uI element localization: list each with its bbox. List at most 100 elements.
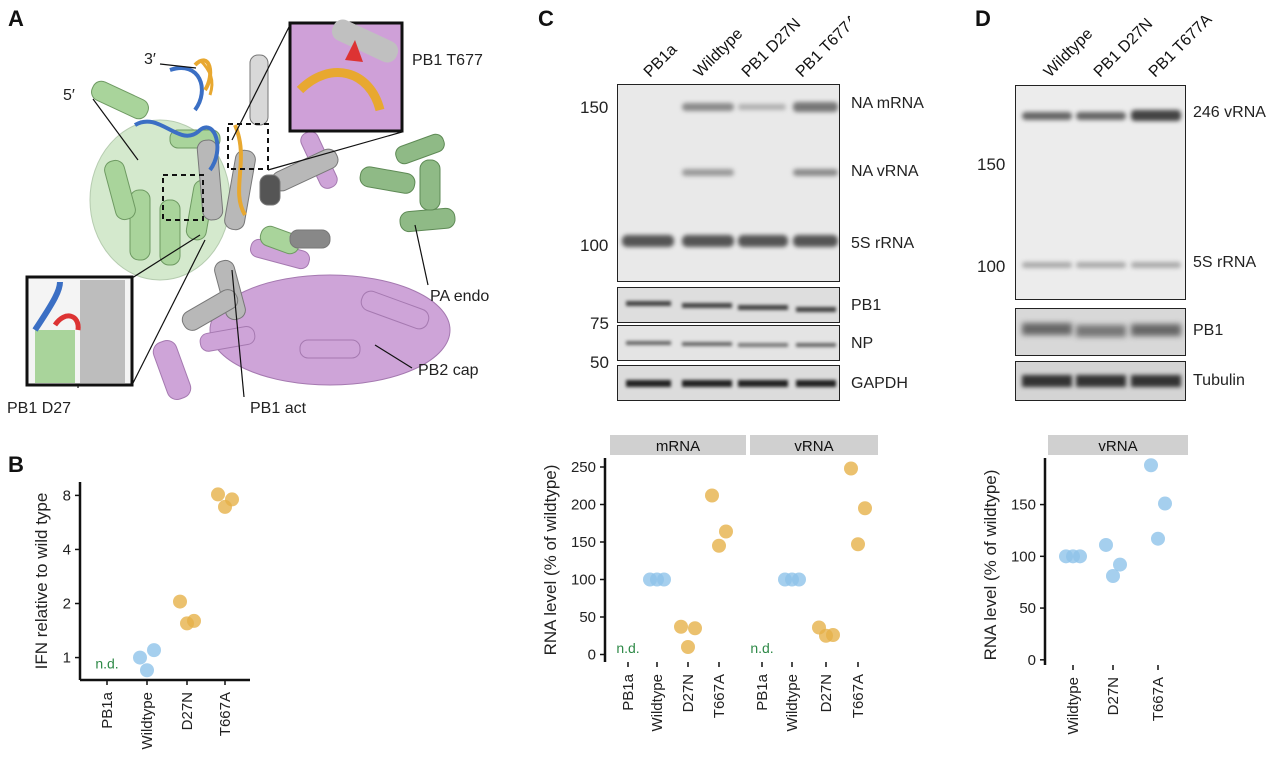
facet-label: vRNA [1098, 438, 1137, 455]
band-np-c: NP [851, 335, 874, 352]
rna-level-chart-c: 0 50 100 150 200 250 RNA level (% of wildtype)… [541, 435, 878, 732]
facet-strip [610, 435, 746, 455]
data-point [211, 487, 225, 502]
data-point [1066, 549, 1080, 564]
y-tick-label: 100 [1011, 548, 1036, 565]
lane-label: PB1 T677A [1146, 11, 1216, 81]
wb-np-c [617, 325, 840, 361]
structure-illustration [25, 19, 456, 400]
wb-tubulin-d [1015, 361, 1186, 401]
band-na-mrna: NA mRNA [851, 95, 924, 112]
x-tick-label: D27N [179, 692, 196, 730]
nd-label: n.d. [95, 655, 118, 671]
northern-blot-c [617, 84, 840, 282]
x-tick-label: PB1a [754, 673, 771, 710]
wb-pb1-c [617, 287, 840, 323]
marker-50-c: 50 [590, 353, 609, 372]
data-point [851, 537, 865, 552]
x-tick-label: D27N [680, 674, 697, 712]
marker-100-c: 100 [580, 236, 609, 255]
panel-d-letter: D [975, 6, 991, 31]
facet-strip [1048, 435, 1188, 455]
y-tick-label: 4 [63, 541, 71, 558]
x-tick-label: Wildtype [139, 692, 156, 750]
band-pb1-c: PB1 [851, 297, 882, 314]
wb-gapdh-c [617, 365, 840, 401]
data-point [674, 619, 688, 634]
nd-label: n.d. [750, 640, 773, 656]
label-three-prime: 3′ [144, 51, 156, 68]
lane-labels-d: Wildtype PB1 D27N PB1 T677A [1041, 11, 1216, 81]
y-tick-label: 50 [1019, 600, 1036, 617]
y-tick-label: 0 [1028, 652, 1036, 669]
data-point [140, 663, 154, 678]
data-point [650, 572, 664, 587]
marker-150-d: 150 [977, 155, 1006, 174]
x-tick-label: PB1a [620, 673, 637, 710]
data-point [1151, 531, 1165, 546]
data-point [1144, 458, 1158, 473]
lane-labels-c: PB1a Wildtype PB1 D27N PB1 T677A [641, 11, 850, 81]
label-five-prime: 5′ [63, 87, 75, 104]
y-tick-label: 150 [571, 534, 596, 551]
x-tick-label: T667A [711, 674, 728, 718]
lane-label: Wildtype [691, 25, 746, 80]
data-point [785, 572, 799, 587]
y-tick-label: 0 [588, 647, 596, 664]
data-point [719, 524, 733, 539]
y-tick-label: 2 [63, 596, 71, 613]
data-point [858, 501, 872, 516]
panel-b-letter: B [8, 452, 24, 477]
marker-150-c: 150 [580, 98, 609, 117]
x-tick-label: T667A [217, 692, 234, 736]
data-point [180, 616, 194, 631]
x-tick-label: T667A [1150, 677, 1167, 721]
y-tick-label: 50 [579, 609, 596, 626]
data-point [688, 621, 702, 636]
label-pb1-d27: PB1 D27 [7, 400, 72, 417]
panel-a-letter: A [8, 6, 24, 31]
marker-75-c: 75 [590, 314, 609, 333]
y-axis-title: RNA level (% of wildtype) [981, 470, 1000, 661]
label-pb1-t677: PB1 T677 [412, 52, 483, 69]
label-pa-endo: PA endo [430, 288, 490, 305]
ifn-scatter-chart: 1 2 4 8 IFN relative to wild type PB1a Wildtyp… [32, 482, 250, 750]
band-tubulin-d: Tubulin [1193, 372, 1245, 389]
lane-label: Wildtype [1041, 25, 1096, 80]
y-tick-label: 150 [1011, 497, 1036, 514]
x-tick-label: Wildtype [649, 674, 666, 732]
band-pb1-d: PB1 [1193, 322, 1224, 339]
band-gapdh-c: GAPDH [851, 375, 908, 392]
label-pb1-act: PB1 act [250, 400, 307, 417]
y-tick-label: 1 [63, 650, 71, 667]
data-point [712, 538, 726, 553]
data-point [705, 488, 719, 503]
facet-strip [750, 435, 878, 455]
lane-label: PB1 T677A [793, 11, 850, 81]
band-5s-rrna-c: 5S rRNA [851, 235, 915, 252]
data-point [819, 628, 833, 643]
data-point [173, 594, 187, 609]
data-point [1158, 496, 1172, 511]
marker-100-d: 100 [977, 257, 1006, 276]
data-point [133, 650, 147, 665]
facet-label: mRNA [656, 438, 700, 455]
y-axis-title: RNA level (% of wildtype) [541, 465, 560, 656]
band-5s-rrna-d: 5S rRNA [1193, 254, 1257, 271]
y-tick-label: 250 [571, 459, 596, 476]
x-tick-label: T667A [850, 674, 867, 718]
lane-label: PB1 D27N [1091, 15, 1156, 80]
x-tick-label: Wildtype [784, 674, 801, 732]
facet-label: vRNA [794, 438, 833, 455]
data-point [681, 640, 695, 654]
data-point [147, 643, 161, 658]
x-tick-label: D27N [1105, 677, 1122, 715]
rna-level-chart-d: 0 50 100 150 RNA level (% of wildtype) vRNA Wi… [981, 435, 1188, 735]
x-tick-label: PB1a [99, 691, 116, 728]
panel-c-letter: C [538, 6, 554, 31]
y-tick-label: 200 [571, 497, 596, 514]
band-246-vrna: 246 vRNA [1193, 104, 1266, 121]
x-tick-label: D27N [818, 674, 835, 712]
y-tick-label: 8 [63, 487, 71, 504]
data-point [1113, 557, 1127, 572]
